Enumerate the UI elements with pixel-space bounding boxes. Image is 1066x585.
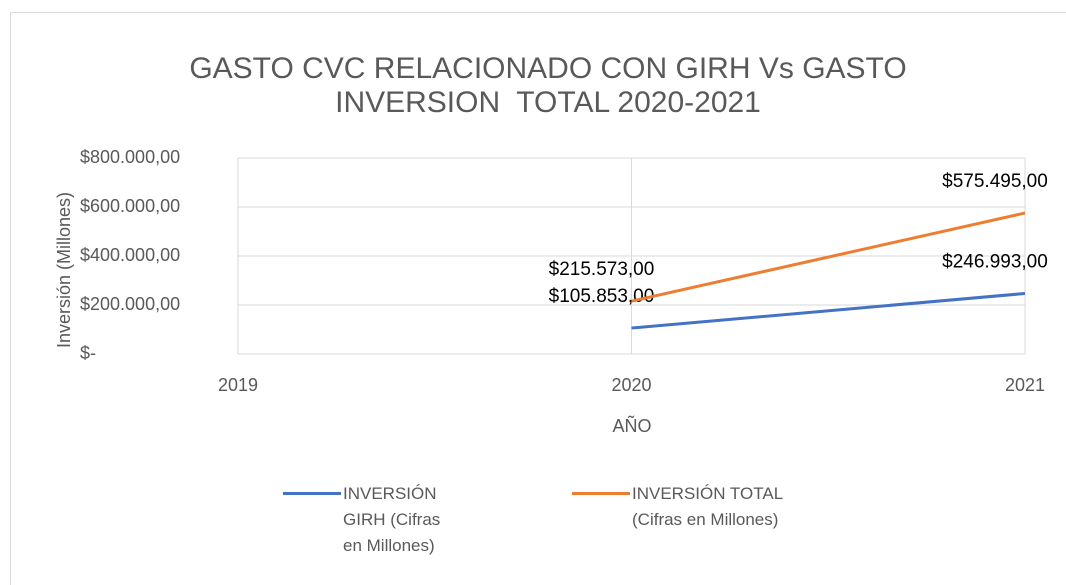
chart-border [10,12,1066,585]
data-label: $575.495,00 [942,171,1048,192]
x-tick-label: 2019 [218,375,258,395]
data-label: $105.853,00 [549,286,655,307]
series-line [631,211,1026,303]
chart-title: GASTO CVC RELACIONADO CON GIRH Vs GASTO … [189,52,916,119]
x-tick-label: 2020 [611,375,651,395]
y-tick-label: $600.000,00 [80,196,180,216]
legend-swatch [572,492,630,495]
y-axis-label: Inversión (Millones) [54,192,74,348]
x-tick-label: 2021 [1005,375,1045,395]
y-tick-label: $200.000,00 [80,294,180,314]
x-axis-label: AÑO [612,415,651,436]
data-label: $215.573,00 [549,259,655,280]
y-tick-label: $400.000,00 [80,245,180,265]
series-line [631,291,1026,330]
legend-label: INVERSIÓN TOTAL (Cifras en Millones) [632,484,783,529]
legend-swatch [283,492,341,495]
y-tick-label: $- [80,343,96,363]
y-tick-label: $800.000,00 [80,147,180,167]
legend-label: INVERSIÓN GIRH (Cifras en Millones) [343,484,441,555]
data-label: $246.993,00 [942,252,1048,273]
